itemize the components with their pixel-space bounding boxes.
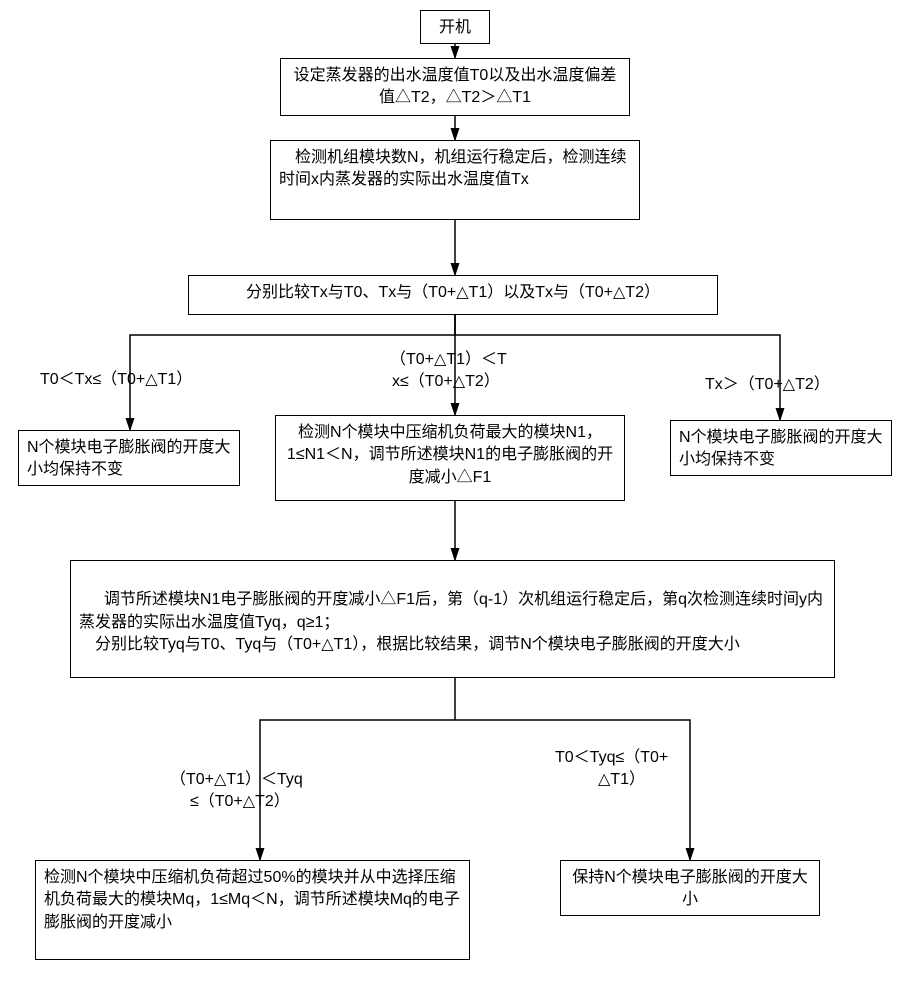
node-text: 设定蒸发器的出水温度值T0以及出水温度偏差值△T2，△T2＞△T1: [294, 67, 617, 106]
edge-label-cond-bl-l1: （T0+△T1）＜Tyq: [170, 770, 303, 791]
node-detect: 检测机组模块数N，机组运行稳定后，检测连续时间x内蒸发器的实际出水温度值Tx: [270, 140, 640, 220]
node-left-leaf: N个模块电子膨胀阀的开度大小均保持不变: [18, 430, 240, 486]
edge-label-cond-br-l1: T0＜Tyq≤（T0+: [555, 748, 668, 769]
node-text: 调节所述模块N1电子膨胀阀的开度减小△F1后，第（q-1）次机组运行稳定后，第q…: [79, 591, 823, 653]
node-compare: 分别比较Tx与T0、Tx与（T0+△T1）以及Tx与（T0+△T2）: [188, 275, 718, 315]
node-start: 开机: [420, 10, 490, 44]
edge-label-cond-right: Tx＞（T0+△T2）: [705, 375, 830, 396]
node-text: N个模块电子膨胀阀的开度大小均保持不变: [679, 429, 883, 468]
edge-label-cond-mid-l1: （T0+△T1）＜T: [390, 350, 507, 371]
node-bottom-left: 检测N个模块中压缩机负荷超过50%的模块并从中选择压缩机负荷最大的模块Mq，1≤…: [35, 860, 470, 960]
node-right-leaf: N个模块电子膨胀阀的开度大小均保持不变: [670, 420, 892, 476]
edge-label-cond-mid-l2: x≤（T0+△T2）: [392, 372, 500, 393]
node-mid-leaf: 检测N个模块中压缩机负荷最大的模块N1，1≤N1＜N，调节所述模块N1的电子膨胀…: [275, 415, 625, 501]
node-set-params: 设定蒸发器的出水温度值T0以及出水温度偏差值△T2，△T2＞△T1: [280, 58, 630, 116]
edge-label-cond-left: T0＜Tx≤（T0+△T1）: [40, 370, 192, 391]
node-iterate: 调节所述模块N1电子膨胀阀的开度减小△F1后，第（q-1）次机组运行稳定后，第q…: [70, 560, 835, 678]
node-text: 检测机组模块数N，机组运行稳定后，检测连续时间x内蒸发器的实际出水温度值Tx: [279, 149, 627, 188]
node-text: 检测N个模块中压缩机负荷超过50%的模块并从中选择压缩机负荷最大的模块Mq，1≤…: [44, 869, 460, 931]
node-text: 开机: [439, 19, 471, 36]
node-text: 检测N个模块中压缩机负荷最大的模块N1，1≤N1＜N，调节所述模块N1的电子膨胀…: [287, 424, 613, 486]
edge-label-cond-br-l2: △T1）: [598, 770, 645, 791]
node-text: 分别比较Tx与T0、Tx与（T0+△T1）以及Tx与（T0+△T2）: [246, 284, 660, 301]
node-text: 保持N个模块电子膨胀阀的开度大小: [572, 869, 808, 908]
node-text: N个模块电子膨胀阀的开度大小均保持不变: [27, 439, 231, 478]
node-bottom-right: 保持N个模块电子膨胀阀的开度大小: [560, 860, 820, 916]
edge-label-cond-bl-l2: ≤（T0+△T2）: [190, 792, 290, 813]
